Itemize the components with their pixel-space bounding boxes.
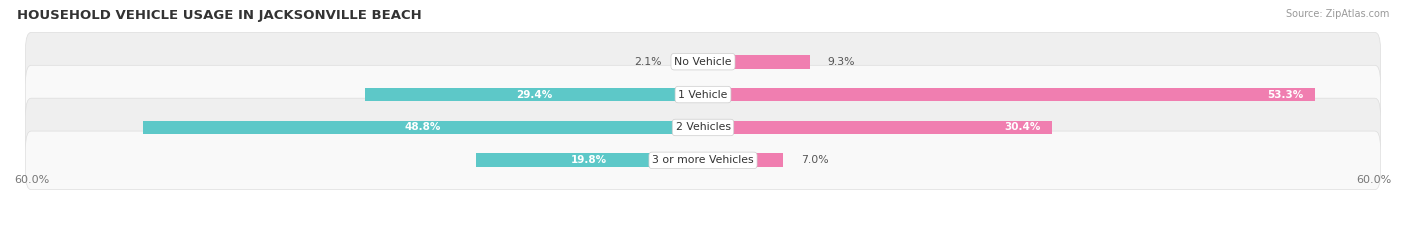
Bar (679, 55, 703, 69)
FancyBboxPatch shape (25, 32, 1381, 91)
Text: 1 Vehicle: 1 Vehicle (678, 89, 728, 99)
Bar (703, 88, 1315, 102)
Text: 9.3%: 9.3% (827, 57, 855, 67)
FancyBboxPatch shape (25, 131, 1381, 190)
Bar (703, 55, 810, 69)
Bar (366, 88, 703, 102)
Text: 29.4%: 29.4% (516, 89, 553, 99)
Bar (703, 154, 783, 167)
Text: 2.1%: 2.1% (634, 57, 662, 67)
Text: Source: ZipAtlas.com: Source: ZipAtlas.com (1285, 9, 1389, 19)
Text: 60.0%: 60.0% (1357, 175, 1392, 185)
FancyBboxPatch shape (25, 65, 1381, 124)
Bar (703, 120, 1052, 134)
FancyBboxPatch shape (25, 98, 1381, 157)
Text: 30.4%: 30.4% (1004, 123, 1040, 133)
Text: 7.0%: 7.0% (800, 155, 828, 165)
Bar (142, 120, 703, 134)
Text: 53.3%: 53.3% (1267, 89, 1303, 99)
Text: 2 Vehicles: 2 Vehicles (675, 123, 731, 133)
Text: 48.8%: 48.8% (405, 123, 441, 133)
Text: HOUSEHOLD VEHICLE USAGE IN JACKSONVILLE BEACH: HOUSEHOLD VEHICLE USAGE IN JACKSONVILLE … (17, 9, 422, 22)
Text: 3 or more Vehicles: 3 or more Vehicles (652, 155, 754, 165)
Text: 60.0%: 60.0% (14, 175, 49, 185)
Text: 19.8%: 19.8% (571, 155, 607, 165)
Text: No Vehicle: No Vehicle (675, 57, 731, 67)
Bar (475, 154, 703, 167)
